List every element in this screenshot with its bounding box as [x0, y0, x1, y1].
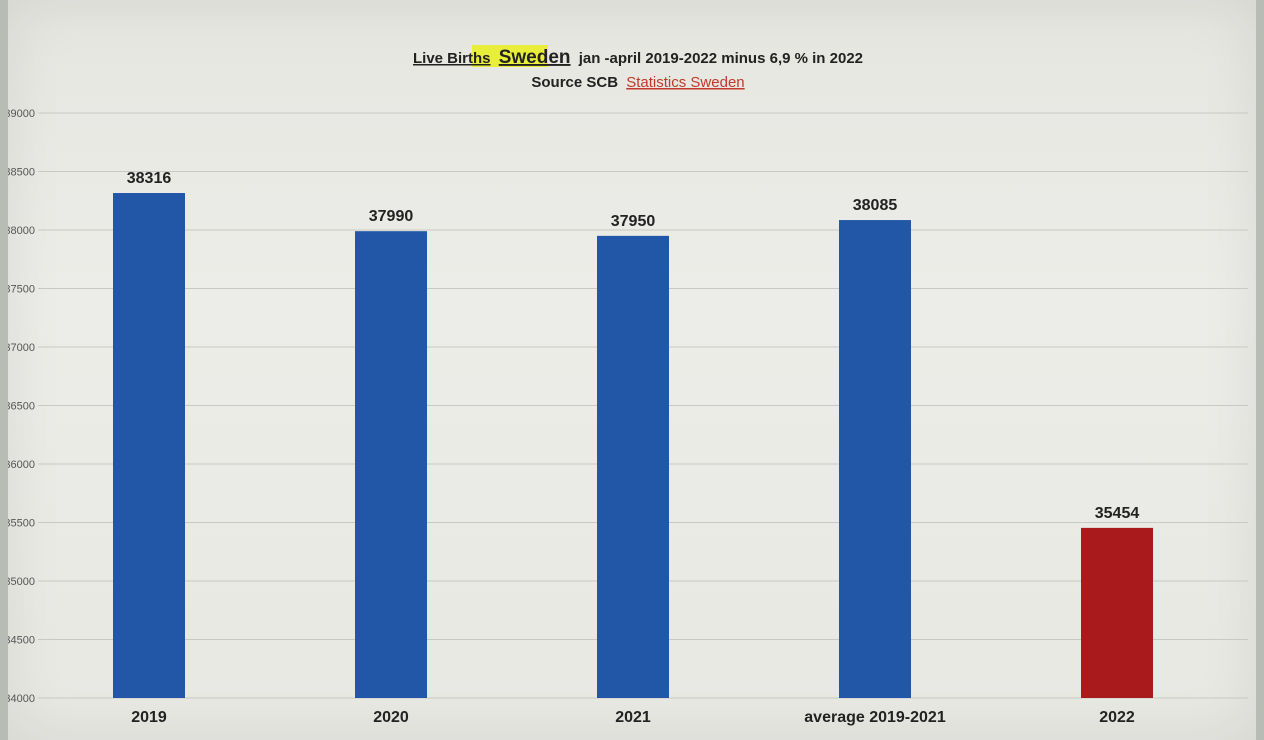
data-label: 38316: [127, 170, 172, 187]
title-part-period: jan -april 2019-2022 minus 6,9 % in 2022: [578, 50, 863, 67]
title-highlight: [472, 45, 548, 67]
bar: [597, 235, 669, 698]
subtitle-part-statistics-sweden: Statistics Sweden: [626, 74, 744, 91]
chart-title: Live Births Sweden jan -april 2019-2022 …: [413, 47, 863, 68]
bar: [355, 231, 427, 699]
y-tick-label: 34500: [8, 635, 35, 647]
y-tick-label: 36500: [8, 401, 35, 413]
x-axis-labels: 2019 2020 2021 average 2019-2021 2022: [131, 709, 1135, 726]
title-part-sweden: Sweden: [499, 47, 571, 68]
y-axis-ticks: 34000 34500 35000 35500 36000 36500 37000 37500…: [8, 108, 35, 705]
bar: [839, 220, 911, 698]
data-label: 37990: [369, 208, 414, 225]
data-labels: 38316 37990 37950 38085 35454: [127, 170, 1140, 522]
bar-chart: 34000 34500 35000 35500 36000 36500 37000 37500…: [8, 45, 1248, 726]
x-category-label: 2022: [1099, 709, 1135, 726]
y-tick-label: 38500: [8, 167, 35, 179]
bar: [113, 193, 185, 698]
y-tick-label: 36000: [8, 459, 35, 471]
x-category-label: average 2019-2021: [804, 709, 946, 726]
data-label: 38085: [853, 197, 898, 214]
chart-subtitle: Source SCB Statistics Sweden: [531, 74, 744, 91]
data-label: 37950: [611, 213, 656, 230]
y-tick-label: 38000: [8, 225, 35, 237]
title-part-live-births: Live Births: [413, 50, 491, 67]
x-category-label: 2020: [373, 709, 409, 726]
y-tick-label: 35000: [8, 576, 35, 588]
y-tick-label: 34000: [8, 693, 35, 705]
x-category-label: 2021: [615, 709, 651, 726]
y-tick-label: 37500: [8, 284, 35, 296]
chart-screen: 34000 34500 35000 35500 36000 36500 37000 37500…: [8, 0, 1256, 740]
subtitle-part-source: Source SCB: [531, 74, 618, 91]
y-tick-label: 37000: [8, 342, 35, 354]
data-label: 35454: [1095, 505, 1140, 522]
bars: [113, 193, 1153, 699]
y-tick-label: 35500: [8, 518, 35, 530]
x-category-label: 2019: [131, 709, 167, 726]
y-tick-label: 39000: [8, 108, 35, 120]
bar: [1081, 527, 1153, 698]
